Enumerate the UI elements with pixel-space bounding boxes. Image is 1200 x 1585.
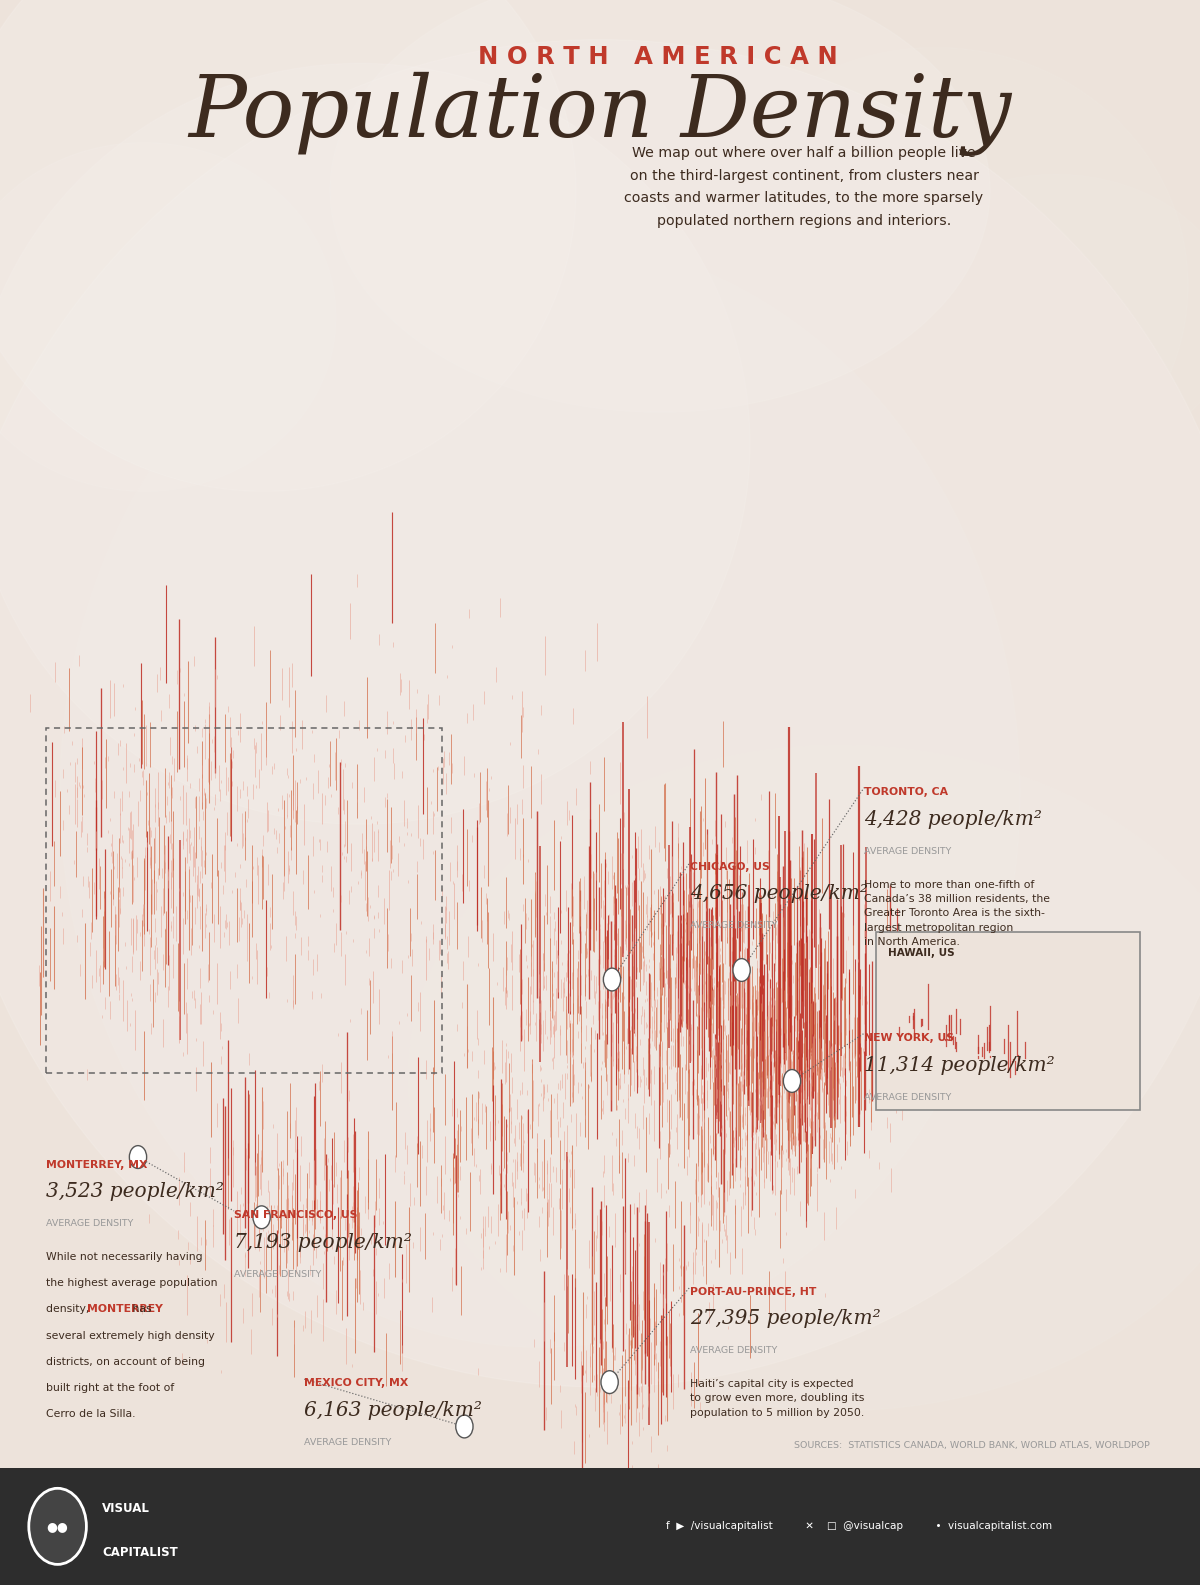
Ellipse shape (60, 238, 1020, 1347)
Text: CHICAGO, US: CHICAGO, US (690, 862, 769, 872)
Text: HAWAII, US: HAWAII, US (888, 948, 955, 957)
Ellipse shape (0, 143, 336, 491)
Text: 3,523 people/km²: 3,523 people/km² (46, 1182, 223, 1201)
Text: VISUAL: VISUAL (102, 1503, 150, 1515)
Text: Cerro de la Silla.: Cerro de la Silla. (46, 1409, 136, 1419)
Ellipse shape (0, 40, 1200, 1387)
Circle shape (29, 1488, 86, 1564)
Text: NEW YORK, US: NEW YORK, US (864, 1033, 954, 1043)
Text: has: has (128, 1304, 151, 1314)
Circle shape (733, 959, 750, 981)
Ellipse shape (876, 174, 1200, 460)
Text: AVERAGE DENSITY: AVERAGE DENSITY (690, 921, 778, 930)
Text: AVERAGE DENSITY: AVERAGE DENSITY (864, 846, 952, 856)
Text: MEXICO CITY, MX: MEXICO CITY, MX (304, 1379, 408, 1388)
Text: MONTERREY, MX: MONTERREY, MX (46, 1160, 146, 1170)
Text: 4,428 people/km²: 4,428 people/km² (864, 810, 1042, 829)
Text: AVERAGE DENSITY: AVERAGE DENSITY (46, 1219, 133, 1228)
Text: AVERAGE DENSITY: AVERAGE DENSITY (864, 1092, 952, 1102)
Text: AVERAGE DENSITY: AVERAGE DENSITY (304, 1438, 391, 1447)
Ellipse shape (0, 0, 576, 491)
Text: N O R T H   A M E R I C A N: N O R T H A M E R I C A N (478, 44, 838, 70)
Text: MONTERREY: MONTERREY (88, 1304, 163, 1314)
Text: the highest average population: the highest average population (46, 1278, 217, 1289)
Ellipse shape (0, 63, 750, 824)
Text: While not necessarily having: While not necessarily having (46, 1252, 203, 1262)
Text: We map out where over half a billion people live
on the third-largest continent,: We map out where over half a billion peo… (624, 146, 984, 228)
Text: several extremely high density: several extremely high density (46, 1331, 215, 1341)
Text: built right at the foot of: built right at the foot of (46, 1382, 174, 1393)
Text: districts, on account of being: districts, on account of being (46, 1357, 204, 1366)
Text: PORT-AU-PRINCE, HT: PORT-AU-PRINCE, HT (690, 1287, 816, 1297)
Text: SAN FRANCISCO, US: SAN FRANCISCO, US (234, 1211, 358, 1220)
Text: 27,395 people/km²: 27,395 people/km² (690, 1309, 881, 1328)
Text: Haiti’s capital city is expected
to grow even more, doubling its
population to 5: Haiti’s capital city is expected to grow… (690, 1379, 864, 1417)
Text: SOURCES:  STATISTICS CANADA, WORLD BANK, WORLD ATLAS, WORLDPOP: SOURCES: STATISTICS CANADA, WORLD BANK, … (793, 1441, 1150, 1450)
Ellipse shape (330, 0, 990, 412)
Text: 4,656 people/km²: 4,656 people/km² (690, 884, 868, 903)
Text: AVERAGE DENSITY: AVERAGE DENSITY (690, 1346, 778, 1355)
Bar (0, 1468, 1200, 1585)
Circle shape (601, 1371, 618, 1393)
Text: Home to more than one-fifth of
Canada’s 38 million residents, the
Greater Toront: Home to more than one-fifth of Canada’s … (864, 880, 1050, 948)
Text: CAPITALIST: CAPITALIST (102, 1545, 178, 1558)
Text: density,: density, (46, 1304, 92, 1314)
Bar (876, 932, 1140, 1110)
Circle shape (130, 1146, 146, 1168)
Text: 6,163 people/km²: 6,163 people/km² (304, 1401, 481, 1420)
Circle shape (253, 1206, 270, 1228)
Circle shape (456, 1415, 473, 1438)
Ellipse shape (684, 48, 1188, 523)
Text: 11,314 people/km²: 11,314 people/km² (864, 1056, 1055, 1075)
Text: ●●: ●● (47, 1520, 68, 1533)
Circle shape (784, 1070, 800, 1092)
Text: f  ▶  /visualcapitalist          ✕    □  @visualcap          •  visualcapitalist: f ▶ /visualcapitalist ✕ □ @visualcap • v… (666, 1522, 1052, 1531)
Circle shape (604, 968, 620, 991)
Text: AVERAGE DENSITY: AVERAGE DENSITY (234, 1270, 322, 1279)
Text: TORONTO, CA: TORONTO, CA (864, 788, 948, 797)
Text: Population Density: Population Density (188, 71, 1012, 157)
Bar (46, 728, 442, 1073)
Ellipse shape (408, 745, 1200, 1411)
Text: 7,193 people/km²: 7,193 people/km² (234, 1233, 412, 1252)
